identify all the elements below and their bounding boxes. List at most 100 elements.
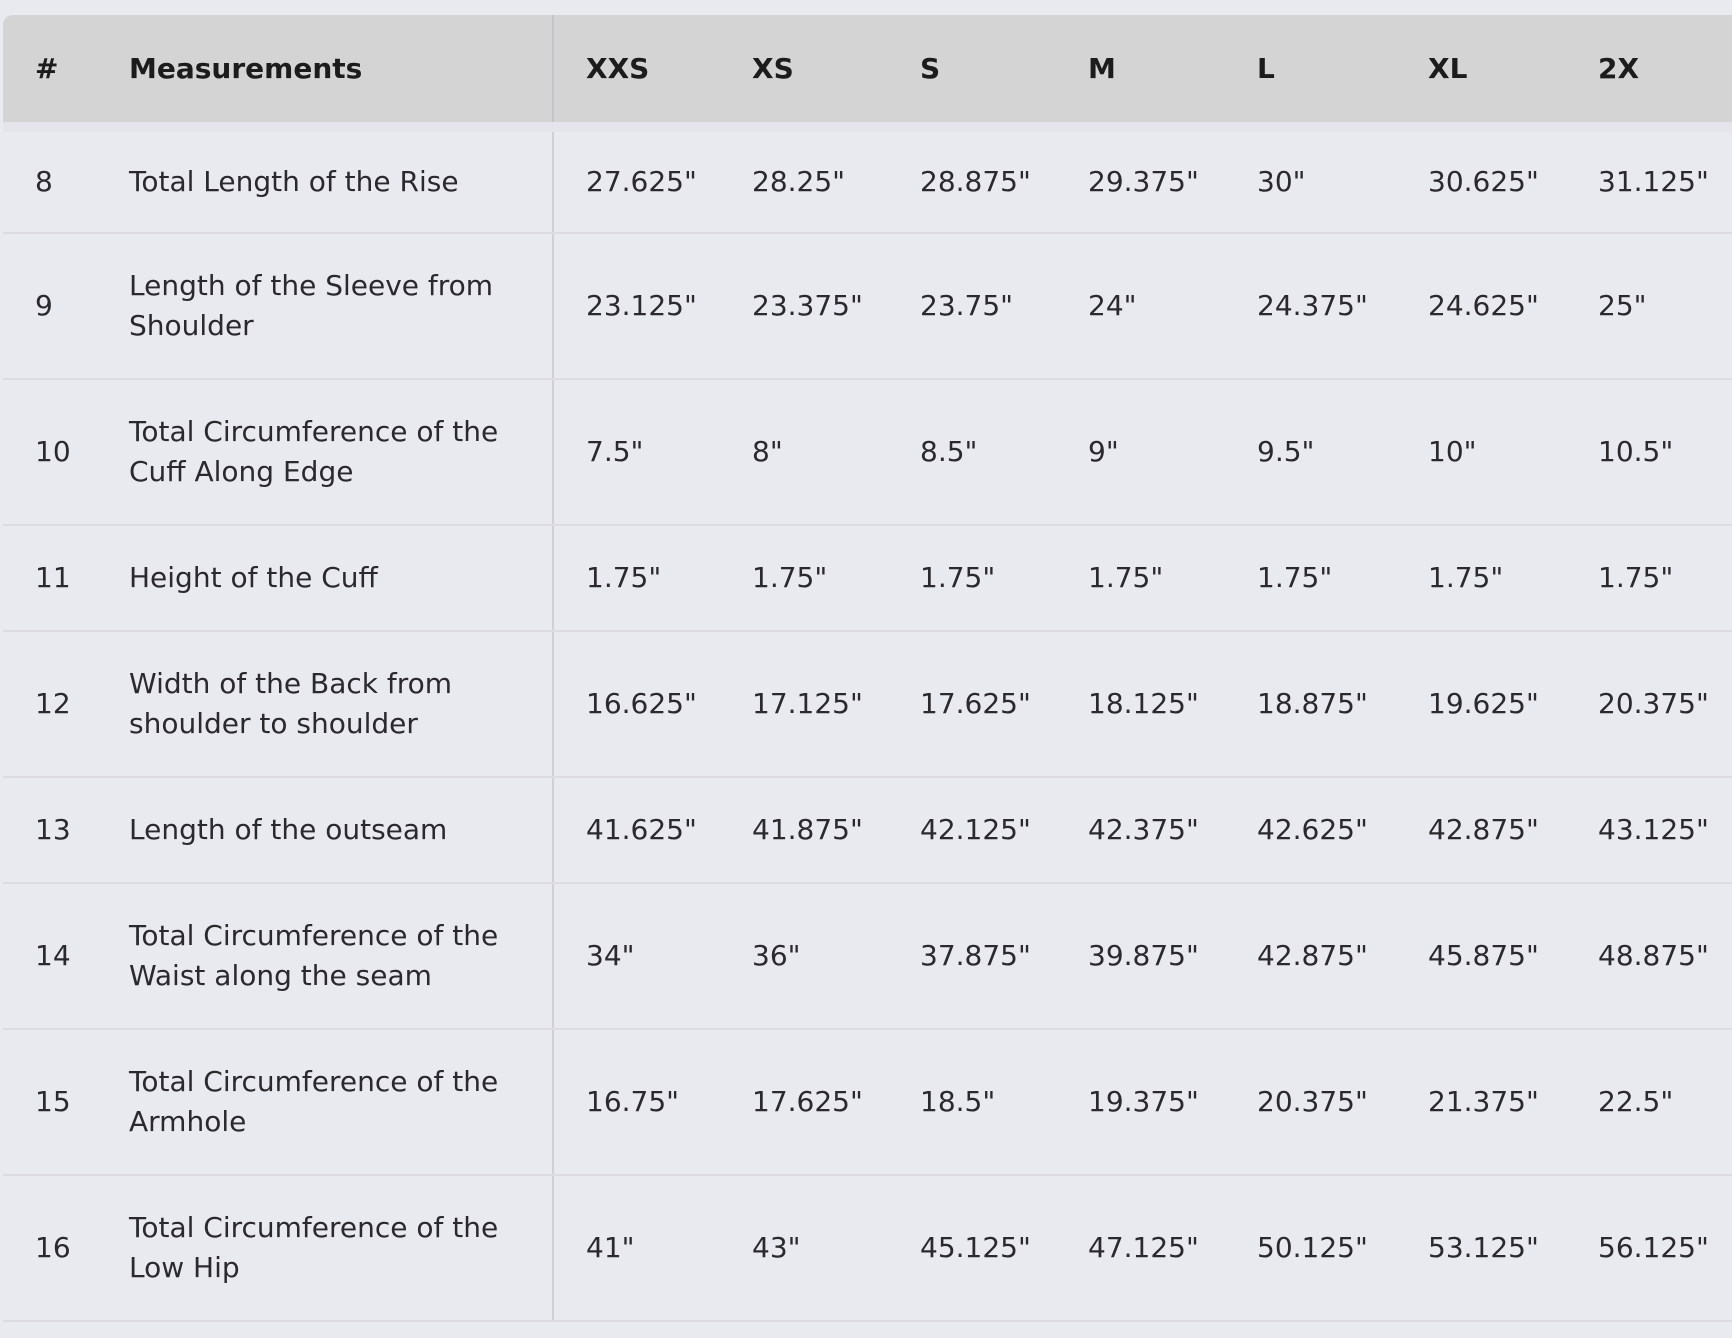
size-value-cell: 1.75" [1225,525,1396,632]
size-value-cell: 1.75" [888,525,1056,632]
table-row: 16 Total Circumference of the Low Hip 41" 4… [3,1175,1732,1322]
size-value-cell: 1.75" [1056,525,1225,632]
size-value-cell: 42.125" [888,777,1056,884]
table-row: 10 Total Circumference of the Cuff Along … [3,379,1732,526]
measurement-label: Total Circumference of the Low Hip [117,1175,554,1322]
header-size-s: S [920,52,941,85]
size-value-cell: 22.5" [1566,1029,1732,1176]
measurement-label: Length of the Sleeve from Shoulder [117,233,554,380]
size-value-cell: 18.5" [888,1029,1056,1176]
table-body: 8 Total Length of the Rise 27.625" 28.25" 28… [3,122,1732,1322]
size-value-cell: 36" [720,883,888,1030]
size-value-cell: 9.5" [1225,379,1396,526]
size-value-cell: 23.375" [720,233,888,380]
row-number: 15 [3,1029,117,1176]
size-value-cell: 17.125" [720,631,888,778]
size-value-cell: 1.75" [1396,525,1566,632]
size-value-cell: 23.75" [888,233,1056,380]
size-value-cell: 39.875" [1056,883,1225,1030]
size-value-cell: 18.125" [1056,631,1225,778]
size-value-cell: 10.5" [1566,379,1732,526]
table-row: 8 Total Length of the Rise 27.625" 28.25" 28… [3,122,1732,234]
measurement-label: Height of the Cuff [117,525,554,632]
size-value-cell: 50.125" [1225,1175,1396,1322]
size-value-cell: 42.875" [1225,883,1396,1030]
row-number: 10 [3,379,117,526]
table-header: # Measurements XXS XS S M L XL 2X [3,15,1732,127]
size-value-cell: 56.125" [1566,1175,1732,1322]
bottom-strip [0,1330,1732,1338]
size-value-cell: 9" [1056,379,1225,526]
row-number: 8 [3,122,117,234]
size-value-cell: 53.125" [1396,1175,1566,1322]
row-number: 11 [3,525,117,632]
header-size-xs: XS [752,52,794,85]
size-value-cell: 41" [553,1175,720,1322]
header-size-l: L [1257,52,1275,85]
size-value-cell: 16.75" [553,1029,720,1176]
size-value-cell: 16.625" [553,631,720,778]
size-value-cell: 19.625" [1396,631,1566,778]
size-value-cell: 47.125" [1056,1175,1225,1322]
size-value-cell: 48.875" [1566,883,1732,1030]
row-number: 9 [3,233,117,380]
table-row: 9 Length of the Sleeve from Shoulder 23.12… [3,233,1732,380]
size-value-cell: 41.625" [553,777,720,884]
header-number: # [35,52,59,85]
size-value-cell: 1.75" [720,525,888,632]
size-value-cell: 24.625" [1396,233,1566,380]
size-value-cell: 37.875" [888,883,1056,1030]
measurement-label: Total Circumference of the Cuff Along Ed… [117,379,554,526]
size-value-cell: 10" [1396,379,1566,526]
size-value-cell: 20.375" [1225,1029,1396,1176]
size-value-cell: 25" [1566,233,1732,380]
size-value-cell: 17.625" [888,631,1056,778]
size-value-cell: 43.125" [1566,777,1732,884]
measurement-label: Length of the outseam [117,777,554,884]
size-value-cell: 1.75" [1566,525,1732,632]
row-number: 12 [3,631,117,778]
size-value-cell: 30" [1225,122,1396,234]
size-value-cell: 41.875" [720,777,888,884]
size-value-cell: 1.75" [553,525,720,632]
size-value-cell: 45.125" [888,1175,1056,1322]
size-value-cell: 8.5" [888,379,1056,526]
size-value-cell: 43" [720,1175,888,1322]
row-number: 14 [3,883,117,1030]
size-value-cell: 28.875" [888,122,1056,234]
size-value-cell: 27.625" [553,122,720,234]
size-chart-table: # Measurements XXS XS S M L XL 2X 8 Total… [3,15,1732,1322]
size-value-cell: 42.625" [1225,777,1396,884]
size-value-cell: 7.5" [553,379,720,526]
size-value-cell: 28.25" [720,122,888,234]
header-row: # Measurements XXS XS S M L XL 2X [3,15,1732,127]
row-number: 13 [3,777,117,884]
table-row: 14 Total Circumference of the Waist along… [3,883,1732,1030]
header-size-xl: XL [1428,52,1468,85]
size-value-cell: 8" [720,379,888,526]
size-value-cell: 18.875" [1225,631,1396,778]
size-value-cell: 31.125" [1566,122,1732,234]
row-number: 16 [3,1175,117,1322]
table-row: 12 Width of the Back from shoulder to sho… [3,631,1732,778]
size-value-cell: 20.375" [1566,631,1732,778]
measurement-label: Total Circumference of the Waist along t… [117,883,554,1030]
size-value-cell: 30.625" [1396,122,1566,234]
measurement-label: Total Length of the Rise [117,122,554,234]
header-size-m: M [1088,52,1116,85]
measurement-label: Width of the Back from shoulder to shoul… [117,631,554,778]
table-row: 13 Length of the outseam 41.625" 41.875" 42.… [3,777,1732,884]
table-row: 15 Total Circumference of the Armhole 16.7… [3,1029,1732,1176]
size-value-cell: 17.625" [720,1029,888,1176]
size-value-cell: 24" [1056,233,1225,380]
size-value-cell: 45.875" [1396,883,1566,1030]
header-size-xxs: XXS [586,52,650,85]
size-value-cell: 21.375" [1396,1029,1566,1176]
size-value-cell: 23.125" [553,233,720,380]
size-value-cell: 19.375" [1056,1029,1225,1176]
header-size-2x: 2X [1598,52,1640,85]
measurement-label: Total Circumference of the Armhole [117,1029,554,1176]
size-value-cell: 34" [553,883,720,1030]
size-value-cell: 24.375" [1225,233,1396,380]
size-value-cell: 42.875" [1396,777,1566,884]
